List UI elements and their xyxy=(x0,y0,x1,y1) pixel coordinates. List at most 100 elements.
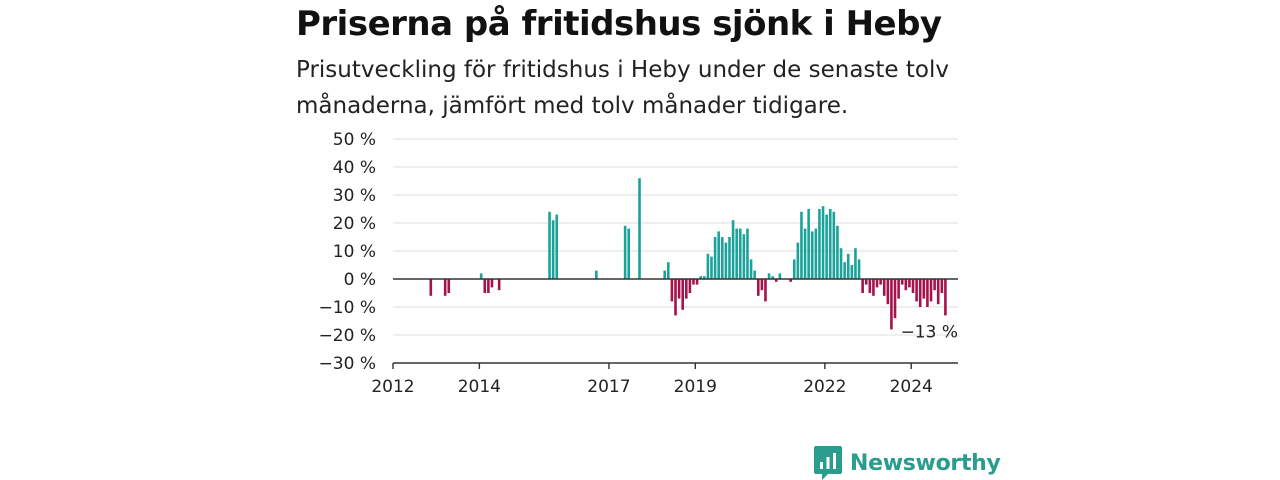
y-tick-label: −20 % xyxy=(319,326,376,346)
bar xyxy=(872,279,875,296)
bar xyxy=(800,211,803,279)
bar xyxy=(904,279,908,291)
bar xyxy=(688,279,692,293)
bar xyxy=(864,279,868,285)
bar xyxy=(843,262,846,279)
bar xyxy=(803,228,807,279)
bar xyxy=(839,248,843,279)
chart-subtitle: Prisutveckling för fritidshus i Heby und… xyxy=(296,57,949,119)
bar xyxy=(767,273,771,279)
bar xyxy=(875,279,879,288)
y-axis-ticks: 50 % 40 % 30 % 20 % 10 % 0 % −10 % −20 % −30 % xyxy=(319,130,376,374)
y-tick-label: 40 % xyxy=(333,158,376,178)
bar xyxy=(753,270,756,279)
x-tick-label: 2014 xyxy=(458,377,501,397)
x-tick-label: 2012 xyxy=(371,377,414,397)
bar xyxy=(627,228,631,279)
bar xyxy=(900,279,904,285)
bar xyxy=(638,178,641,279)
x-tick-label: 2024 xyxy=(890,377,933,397)
bar xyxy=(663,270,666,279)
bar xyxy=(929,279,933,302)
bar xyxy=(717,231,720,279)
bar xyxy=(742,234,746,279)
bar xyxy=(710,256,713,279)
bar xyxy=(846,253,850,279)
bar xyxy=(861,279,864,293)
bar xyxy=(677,279,681,299)
bar xyxy=(756,279,760,296)
x-axis-ticks: 2012 2014 2017 2019 2022 2024 xyxy=(371,363,933,397)
bar xyxy=(832,211,836,279)
bar xyxy=(555,214,559,279)
y-tick-label: 20 % xyxy=(333,214,376,234)
bar xyxy=(497,279,501,291)
chart-title: Priserna på fritidshus sjönk i Heby xyxy=(296,4,942,44)
bar xyxy=(447,279,451,293)
bar xyxy=(893,279,897,319)
bar xyxy=(738,228,742,279)
y-tick-label: 30 % xyxy=(333,186,376,206)
bar xyxy=(936,279,940,305)
newsworthy-logo-icon xyxy=(814,446,842,480)
bar xyxy=(922,279,926,299)
y-tick-label: −30 % xyxy=(319,354,376,374)
bar xyxy=(670,279,674,302)
bar xyxy=(749,259,753,279)
bar xyxy=(490,279,494,288)
brand-name: Newsworthy xyxy=(850,450,1001,476)
bar xyxy=(724,242,728,279)
bar xyxy=(818,209,821,279)
bar xyxy=(667,262,670,279)
bar xyxy=(890,279,893,330)
bar xyxy=(807,209,810,279)
bar xyxy=(854,248,857,279)
y-tick-label: −10 % xyxy=(319,298,376,318)
bar xyxy=(479,273,483,279)
bar xyxy=(944,279,947,316)
bar xyxy=(713,237,717,279)
y-tick-label: 10 % xyxy=(333,242,376,262)
bar xyxy=(548,211,551,279)
gridlines xyxy=(393,138,958,336)
bar xyxy=(699,276,702,279)
bar xyxy=(879,279,882,285)
bar xyxy=(706,253,710,279)
bar xyxy=(908,279,911,288)
y-tick-label: 50 % xyxy=(333,130,376,150)
bar xyxy=(487,279,490,293)
bar xyxy=(623,225,627,279)
bar xyxy=(810,231,814,279)
x-tick-label: 2017 xyxy=(587,377,630,397)
bar xyxy=(911,279,915,293)
bar xyxy=(796,242,800,279)
bar xyxy=(429,279,433,296)
x-tick-label: 2019 xyxy=(674,377,717,397)
bar xyxy=(771,276,774,279)
bar xyxy=(681,279,684,310)
bar xyxy=(918,279,922,307)
bar xyxy=(551,220,555,279)
bar xyxy=(933,279,936,291)
bar xyxy=(774,279,778,282)
last-value-label: −13 % xyxy=(901,322,958,342)
bar xyxy=(728,237,731,279)
y-tick-label: 0 % xyxy=(344,270,376,290)
bar xyxy=(695,279,699,285)
bar xyxy=(897,279,900,299)
bar xyxy=(746,228,749,279)
bar xyxy=(825,214,828,279)
bar xyxy=(926,279,929,307)
x-tick-label: 2022 xyxy=(803,377,846,397)
bar xyxy=(940,279,944,293)
bar xyxy=(915,279,918,302)
bar xyxy=(735,228,738,279)
bar xyxy=(760,279,764,291)
bar xyxy=(821,206,825,279)
bar xyxy=(443,279,447,296)
bar xyxy=(792,259,796,279)
bar xyxy=(702,276,706,279)
bar xyxy=(764,279,767,302)
bar xyxy=(692,279,695,285)
